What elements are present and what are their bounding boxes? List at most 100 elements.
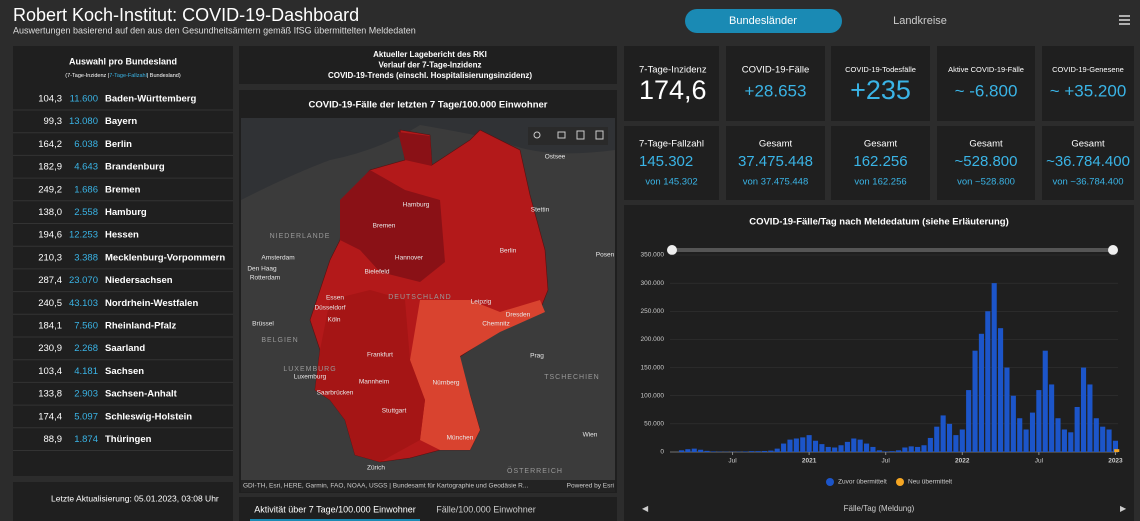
map-label: Ostsee bbox=[545, 154, 566, 161]
incidence: 230,9 bbox=[38, 343, 62, 354]
bar bbox=[749, 451, 754, 452]
map-tab[interactable]: Aktivität über 7 Tage/100.000 Einwohner bbox=[254, 504, 415, 514]
y-tick-label: 100.000 bbox=[641, 392, 665, 399]
bar bbox=[972, 351, 977, 452]
map-label: Bremen bbox=[373, 223, 396, 230]
map-label: Essen bbox=[326, 295, 344, 302]
bar bbox=[992, 283, 997, 452]
state-name: Mecklenburg-Vorpommern bbox=[105, 252, 225, 263]
slider-handle[interactable] bbox=[1108, 245, 1118, 255]
bar bbox=[998, 328, 1003, 452]
map-label: DEUTSCHLAND bbox=[388, 294, 452, 301]
incidence: 210,3 bbox=[38, 252, 62, 263]
nav-arrow[interactable]: ▶ bbox=[1120, 504, 1127, 513]
x-tick-label: 2022 bbox=[955, 458, 970, 465]
incidence: 99,3 bbox=[44, 116, 63, 127]
kpi-label: COVID-19-Todesfälle bbox=[845, 65, 916, 74]
bar bbox=[832, 447, 837, 452]
bar bbox=[960, 429, 965, 452]
incidence: 184,1 bbox=[38, 321, 62, 332]
bar bbox=[1024, 429, 1029, 452]
incidence: 182,9 bbox=[38, 162, 62, 173]
legend-label: Zuvor übermittelt bbox=[838, 479, 887, 486]
kpi-value: ~528.800 bbox=[955, 153, 1018, 170]
y-tick-label: 0 bbox=[660, 449, 664, 456]
y-tick-label: 350.000 bbox=[641, 252, 665, 259]
map-label: Hannover bbox=[395, 255, 424, 262]
bar bbox=[781, 444, 786, 452]
map-label: Köln bbox=[327, 317, 340, 324]
link[interactable]: COVID-19-Trends (einschl. Hospitalisieru… bbox=[328, 71, 532, 80]
case-count: 4.181 bbox=[74, 366, 98, 377]
y-tick-label: 250.000 bbox=[641, 308, 665, 315]
bar bbox=[1030, 413, 1035, 452]
state-name: Baden-Württemberg bbox=[105, 94, 197, 105]
map-label: Wien bbox=[583, 432, 598, 439]
y-tick-label: 50.000 bbox=[644, 421, 664, 428]
bar bbox=[1081, 368, 1086, 452]
incidence: 138,0 bbox=[38, 207, 62, 218]
kpi-label: COVID-19-Genesene bbox=[1052, 65, 1124, 74]
nav-arrow[interactable]: ◀ bbox=[642, 504, 649, 513]
y-tick-label: 200.000 bbox=[641, 336, 665, 343]
states-legend: (7-Tage-Inzidenz |7-Tage-Fallzahl| Bunde… bbox=[65, 73, 181, 79]
x-tick-label: 2021 bbox=[802, 458, 817, 465]
map-tab[interactable]: Fälle/100.000 Einwohner bbox=[436, 504, 536, 514]
bar bbox=[1043, 351, 1048, 452]
link[interactable]: Aktueller Lagebericht des RKI bbox=[373, 50, 487, 59]
bar bbox=[1017, 418, 1022, 452]
kpi-value: 174,6 bbox=[639, 75, 707, 105]
incidence: 287,4 bbox=[38, 275, 62, 286]
map-label: BELGIEN bbox=[261, 337, 298, 344]
map-label: Posen bbox=[596, 252, 615, 259]
bar bbox=[711, 451, 716, 452]
chart-title: COVID-19-Fälle/Tag nach Meldedatum (sieh… bbox=[749, 217, 1009, 228]
bar bbox=[1055, 418, 1060, 452]
kpi-value: +28.653 bbox=[745, 81, 807, 100]
bar bbox=[768, 451, 773, 452]
y-tick-label: 300.000 bbox=[641, 280, 665, 287]
case-count: 43.103 bbox=[69, 298, 98, 309]
x-tick-label: Jul bbox=[728, 458, 737, 465]
bar bbox=[762, 451, 767, 452]
map-controls[interactable] bbox=[528, 127, 608, 145]
bar bbox=[787, 440, 792, 452]
bar bbox=[756, 451, 761, 452]
link[interactable]: Verlauf der 7-Tage-Inzidenz bbox=[379, 61, 482, 70]
tab[interactable]: Bundesländer bbox=[729, 15, 797, 27]
case-count: 3.388 bbox=[74, 252, 98, 263]
map-label: TSCHECHIEN bbox=[544, 374, 600, 381]
map-label: München bbox=[447, 435, 474, 442]
state-name: Bremen bbox=[105, 184, 141, 195]
kpi-label: Gesamt bbox=[864, 139, 898, 150]
case-count: 13.080 bbox=[69, 116, 98, 127]
map-title: COVID-19-Fälle der letzten 7 Tage/100.00… bbox=[309, 100, 548, 111]
map-label: Mannheim bbox=[359, 379, 389, 386]
tab[interactable]: Landkreise bbox=[893, 15, 947, 27]
x-tick-label: 2023 bbox=[1108, 458, 1123, 465]
bar bbox=[685, 449, 690, 452]
bar bbox=[941, 415, 946, 452]
bar bbox=[698, 450, 703, 452]
bar bbox=[1094, 418, 1099, 452]
bar bbox=[1049, 384, 1054, 452]
state-name: Berlin bbox=[105, 139, 132, 150]
bar bbox=[1011, 396, 1016, 452]
state-name: Saarland bbox=[105, 343, 145, 354]
incidence: 174,4 bbox=[38, 411, 62, 422]
slider-handle[interactable] bbox=[667, 245, 677, 255]
incidence: 133,8 bbox=[38, 389, 62, 400]
map-label: Brüssel bbox=[252, 321, 274, 328]
bar bbox=[902, 447, 907, 452]
bar bbox=[1036, 390, 1041, 452]
bar bbox=[838, 445, 843, 452]
attribution: GDI-TH, Esri, HERE, Garmin, FAO, NOAA, U… bbox=[243, 483, 528, 490]
state-name: Rheinland-Pfalz bbox=[105, 321, 177, 332]
incidence: 194,6 bbox=[38, 230, 62, 241]
map-label: Luxemburg bbox=[294, 374, 327, 381]
map-label: Bielefeld bbox=[365, 269, 390, 276]
kpi-sub: von ~528.800 bbox=[957, 177, 1015, 188]
state-name: Sachsen-Anhalt bbox=[105, 389, 178, 400]
bar bbox=[845, 442, 850, 452]
bar bbox=[979, 334, 984, 452]
